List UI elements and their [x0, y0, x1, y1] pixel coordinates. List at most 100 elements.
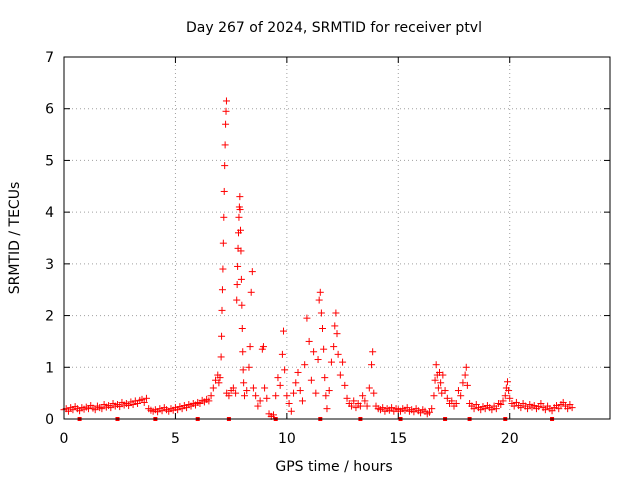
data-point	[356, 402, 364, 410]
data-point	[254, 402, 262, 410]
y-axis-title: SRMTID / TECUs	[7, 182, 23, 295]
data-point	[305, 337, 313, 345]
data-point	[107, 404, 115, 412]
data-point	[238, 325, 246, 332]
data-point	[559, 398, 567, 406]
data-point	[343, 394, 351, 402]
data-point	[331, 322, 339, 330]
data-point	[359, 392, 367, 400]
x-tick-label: 0	[60, 431, 69, 447]
data-point	[243, 387, 251, 395]
data-point	[215, 379, 223, 387]
data-point	[336, 371, 344, 379]
axis-ticks: 0 1 2 3 4 5 6 7 0 5 10 15 20	[45, 50, 610, 447]
data-point	[225, 392, 233, 400]
data-point	[216, 374, 224, 382]
data-point	[334, 350, 342, 358]
data-point	[352, 404, 360, 412]
data-point	[125, 402, 133, 410]
data-point	[339, 358, 347, 366]
x-tick-label: 5	[171, 431, 180, 447]
data-point	[218, 286, 226, 294]
data-point	[361, 397, 369, 405]
data-point	[294, 368, 302, 376]
data-point	[452, 399, 460, 407]
data-point	[296, 387, 304, 395]
data-point	[222, 97, 230, 105]
data-point	[256, 397, 264, 405]
x-tick-label: 10	[278, 431, 296, 447]
data-point	[233, 281, 241, 289]
data-point	[347, 402, 355, 410]
data-point	[441, 387, 449, 395]
y-tick-label: 7	[45, 50, 54, 66]
data-point	[327, 358, 335, 366]
y-tick-label: 0	[45, 412, 54, 428]
data-point	[319, 325, 327, 332]
data-point	[439, 371, 447, 379]
data-point	[564, 405, 572, 413]
data-point	[524, 405, 532, 413]
data-point	[298, 397, 306, 405]
data-point	[332, 309, 340, 317]
data-point	[425, 408, 433, 416]
data-point	[285, 399, 293, 407]
data-point	[217, 353, 225, 361]
data-point	[325, 387, 333, 395]
data-point	[235, 213, 243, 221]
data-point	[431, 376, 439, 384]
data-point	[301, 361, 309, 369]
data-point	[370, 389, 378, 397]
data-point	[315, 296, 323, 304]
data-point	[221, 141, 229, 149]
data-point	[239, 348, 247, 356]
data-point	[363, 402, 371, 410]
data-point	[234, 262, 242, 270]
data-point	[239, 366, 247, 374]
data-point	[207, 392, 215, 400]
y-tick-label: 2	[45, 309, 54, 325]
data-point	[541, 406, 549, 414]
data-point	[330, 343, 338, 351]
x-axis-title: GPS time / hours	[275, 459, 392, 475]
data-point	[246, 343, 254, 351]
data-point	[248, 268, 256, 276]
data-point	[369, 348, 377, 356]
data-point	[497, 401, 505, 409]
data-point	[218, 332, 226, 340]
data-point	[322, 392, 330, 400]
data-point	[232, 389, 240, 397]
data-point	[428, 405, 436, 413]
data-point	[454, 387, 462, 395]
data-point	[432, 361, 440, 369]
data-point	[98, 405, 106, 413]
data-point	[492, 405, 500, 413]
x-tick-label: 20	[501, 431, 519, 447]
data-point	[263, 394, 271, 402]
data-point	[459, 379, 467, 387]
data-point	[499, 397, 507, 405]
y-tick-label: 5	[45, 153, 54, 169]
data-point	[249, 384, 257, 392]
data-point	[274, 374, 282, 382]
data-point	[236, 206, 244, 214]
data-point	[261, 384, 269, 392]
data-point	[501, 392, 509, 400]
data-point	[272, 392, 280, 400]
data-point	[333, 330, 341, 338]
data-point	[321, 374, 329, 382]
data-point	[220, 187, 228, 195]
chart-title: Day 267 of 2024, SRMTID for receiver ptv…	[186, 20, 482, 36]
data-point	[245, 363, 253, 371]
data-point	[434, 384, 442, 392]
data-point	[448, 397, 456, 405]
data-point	[537, 399, 545, 407]
y-tick-label: 1	[45, 360, 54, 376]
data-point	[218, 306, 226, 314]
data-point	[307, 376, 315, 384]
data-point	[314, 356, 322, 364]
data-point	[205, 397, 213, 405]
data-point	[221, 162, 229, 170]
data-point	[259, 343, 267, 351]
data-point	[220, 213, 228, 221]
